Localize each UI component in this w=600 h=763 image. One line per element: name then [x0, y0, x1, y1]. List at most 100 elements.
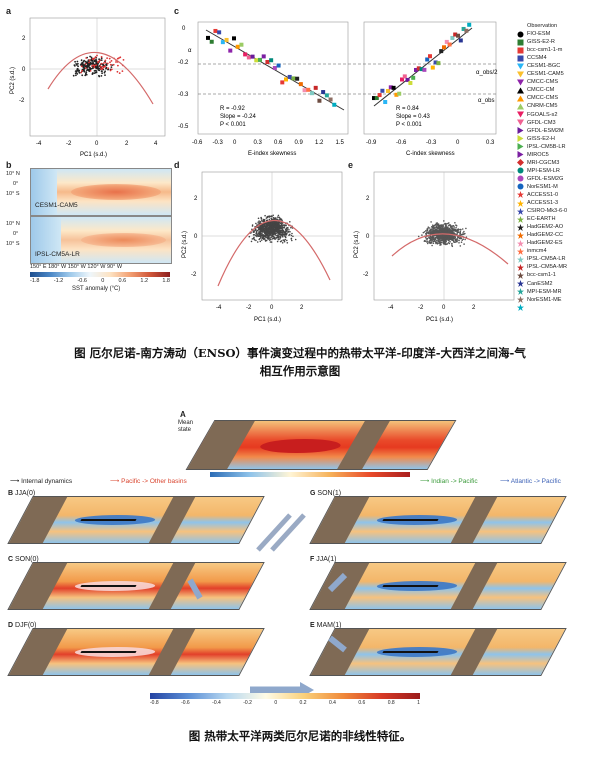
model-marker — [400, 77, 404, 82]
data-point — [442, 241, 445, 244]
data-point — [95, 71, 98, 74]
data-point — [261, 237, 264, 240]
data-point — [271, 233, 274, 236]
data-point — [273, 220, 275, 223]
data-point — [276, 240, 279, 243]
data-point — [255, 222, 257, 225]
data-point — [444, 229, 446, 231]
panel-A-sub: Mean state — [178, 420, 194, 433]
legend-item: HadGEM2-CC — [517, 231, 599, 247]
data-point — [271, 224, 274, 227]
data-point — [81, 69, 83, 72]
panel-e-ytick: 2 — [366, 196, 370, 202]
data-point — [447, 228, 449, 231]
panel-d-xlabel: PC1 (s.d.) — [254, 317, 281, 323]
model-marker — [280, 80, 285, 85]
panel-a-xtick: -4 — [36, 141, 42, 147]
legend-label: CMCC-CM — [527, 87, 555, 94]
legend-label: MPI-ESM-MR — [527, 288, 562, 295]
data-point — [267, 215, 270, 218]
legend-item: MPI-ESM-LR — [517, 167, 599, 182]
data-point — [421, 234, 423, 236]
legend-marker-icon — [517, 248, 524, 263]
data-point — [448, 239, 450, 242]
data-point — [274, 229, 276, 231]
legend-label: GISS-E2-R — [527, 39, 555, 46]
data-point — [423, 231, 426, 233]
legend-marker-icon — [517, 240, 524, 255]
model-marker — [284, 77, 288, 82]
model-marker — [430, 65, 435, 70]
data-point — [426, 237, 429, 240]
data-point — [93, 72, 96, 74]
data-point — [432, 235, 434, 237]
data-point — [426, 239, 428, 241]
legend-item: NorESM1-ME — [517, 296, 599, 312]
model-marker — [250, 54, 255, 59]
data-point — [439, 235, 441, 238]
data-point — [458, 239, 460, 242]
data-point — [259, 240, 262, 243]
panel-e-xlabel: PC1 (s.d.) — [426, 317, 453, 323]
legend-item: NorESM1-M — [517, 183, 599, 199]
data-point — [274, 234, 276, 236]
data-point — [453, 232, 455, 234]
panel-d-points — [248, 214, 297, 244]
data-point — [274, 230, 277, 233]
data-point — [266, 223, 268, 225]
model-marker — [397, 91, 402, 96]
data-point — [257, 217, 260, 220]
panel-c-left-xtick: 0 — [233, 140, 237, 146]
data-point — [443, 243, 445, 245]
data-point — [91, 73, 94, 75]
left-stat-r: R = -0.92 — [220, 106, 246, 112]
data-point — [101, 70, 103, 73]
panel-F-label: F JJA(1) — [310, 556, 337, 563]
data-point — [442, 235, 445, 237]
data-point — [279, 225, 281, 228]
legend-label: CESM1-CAM5 — [527, 71, 564, 78]
legend-marker-icon — [517, 143, 524, 159]
legend-marker-icon — [517, 264, 524, 279]
data-point — [102, 66, 105, 68]
data-point — [270, 236, 272, 238]
data-point — [82, 60, 85, 63]
data-point — [259, 229, 262, 231]
panel-d-xtick: -4 — [216, 305, 222, 311]
data-point — [449, 238, 451, 241]
data-point — [98, 74, 100, 77]
model-marker — [374, 96, 379, 101]
data-point — [444, 236, 446, 238]
model-marker — [317, 98, 322, 103]
model-marker — [383, 100, 388, 105]
figure1-caption: 图 厄尔尼诺-南方涛动（ENSO）事件演变过程中的热带太平洋-印度洋-大西洋之间… — [0, 344, 600, 380]
data-point — [88, 63, 91, 66]
mean-state-colorbar — [210, 472, 410, 477]
data-point — [83, 70, 86, 73]
data-point — [109, 63, 112, 66]
data-point — [427, 226, 430, 228]
ref-alpha-obs: α_obs — [478, 98, 494, 104]
data-point — [279, 230, 282, 233]
legend-label: bcc-csm1-1 — [527, 272, 556, 279]
data-point — [287, 230, 290, 233]
data-point — [256, 229, 259, 232]
data-point — [453, 226, 456, 228]
data-point — [282, 226, 284, 229]
map2-label: IPSL-CM5A-LR — [35, 251, 80, 258]
data-point — [270, 221, 272, 223]
data-point — [425, 238, 427, 240]
data-point — [271, 232, 273, 234]
data-point — [103, 71, 106, 74]
data-point — [437, 223, 440, 225]
data-point — [272, 235, 275, 238]
data-point — [80, 71, 83, 74]
model-marker — [444, 39, 449, 44]
panel-c-right-xtick: 0.3 — [486, 140, 495, 146]
data-point — [426, 241, 429, 243]
model-marker — [439, 49, 444, 54]
data-point — [285, 230, 287, 233]
data-point — [262, 227, 265, 229]
data-point — [74, 60, 76, 63]
panel-c-left-xtick: 0.6 — [274, 140, 283, 146]
